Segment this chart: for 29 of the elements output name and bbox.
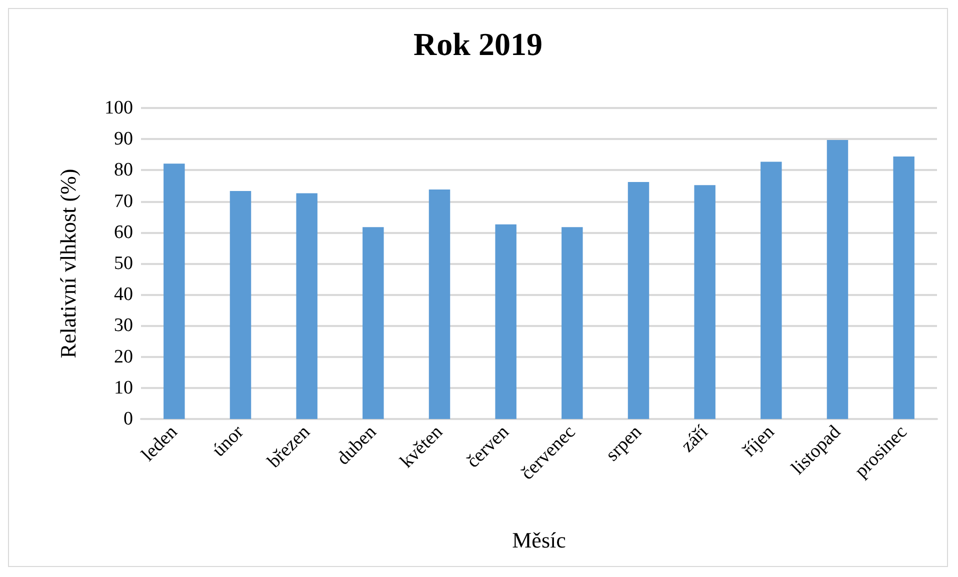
chart-title: Rok 2019 [414,26,542,62]
y-tick-label: 90 [114,128,133,150]
y-tick-label: 0 [124,408,133,430]
bar [428,189,450,419]
y-tick-label: 100 [104,98,133,118]
x-tick-label: říjen [739,421,779,462]
y-tick-label: 40 [114,284,133,306]
x-tick-label: září [677,421,713,457]
x-tick-label: únor [208,421,248,462]
bar [296,193,318,419]
y-tick-label: 50 [114,253,133,274]
bar [694,185,716,419]
bar [760,162,782,419]
y-tick-label: 80 [114,160,133,181]
y-tick-label: 30 [114,315,133,336]
bar [562,227,583,419]
bar [230,191,252,419]
bar [495,224,516,419]
y-tick-label: 10 [114,377,133,398]
x-axis-title: Měsíc [512,528,566,552]
bar [362,227,384,419]
y-tick-label: 60 [114,222,133,243]
bar [628,182,650,419]
y-tick-label: 70 [114,190,133,212]
y-axis-title: Relativní vlhkost (%) [56,168,80,358]
bar [164,164,185,419]
y-tick-label: 20 [114,346,133,368]
bar [893,156,914,419]
bar [826,140,848,419]
